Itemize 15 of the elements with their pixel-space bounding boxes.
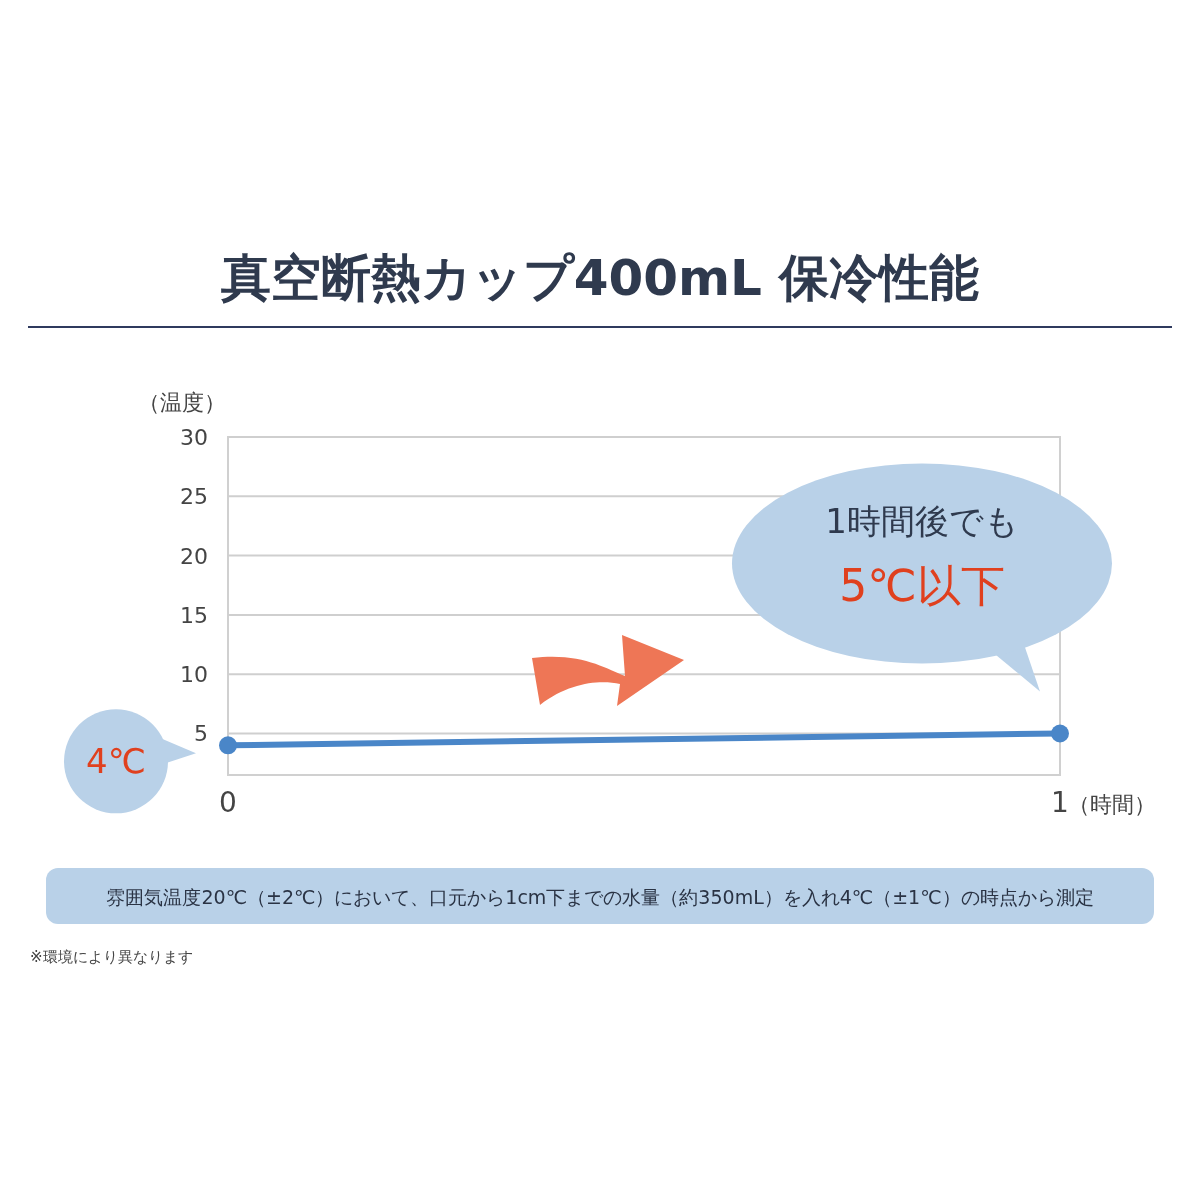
annotation: 1時間後でも 5℃以下 <box>825 501 1019 612</box>
x-tick-label: 0 <box>219 786 237 819</box>
x-axis-title: （時間） <box>1068 792 1156 817</box>
y-axis-title: （温度） <box>138 390 226 415</box>
y-tick-label: 10 <box>180 662 208 688</box>
y-tick-label: 15 <box>180 602 208 628</box>
annotation: 4℃ <box>86 741 146 782</box>
y-tick-label: 25 <box>180 484 208 510</box>
y-tick-label: 30 <box>180 425 208 450</box>
y-tick-label: 5 <box>194 721 208 747</box>
text: ※環境により異なります <box>30 948 193 966</box>
y-tick-label: 20 <box>180 543 208 569</box>
chart-title: 真空断熱カップ400mL 保冷性能 <box>219 249 980 307</box>
text: 雰囲気温度20℃（±2℃）において、口元から1cm下までの水量（約350mL）を入れ4℃（±1℃）の時点から測定 <box>106 886 1094 908</box>
x-tick-label: 1 <box>1051 786 1069 819</box>
